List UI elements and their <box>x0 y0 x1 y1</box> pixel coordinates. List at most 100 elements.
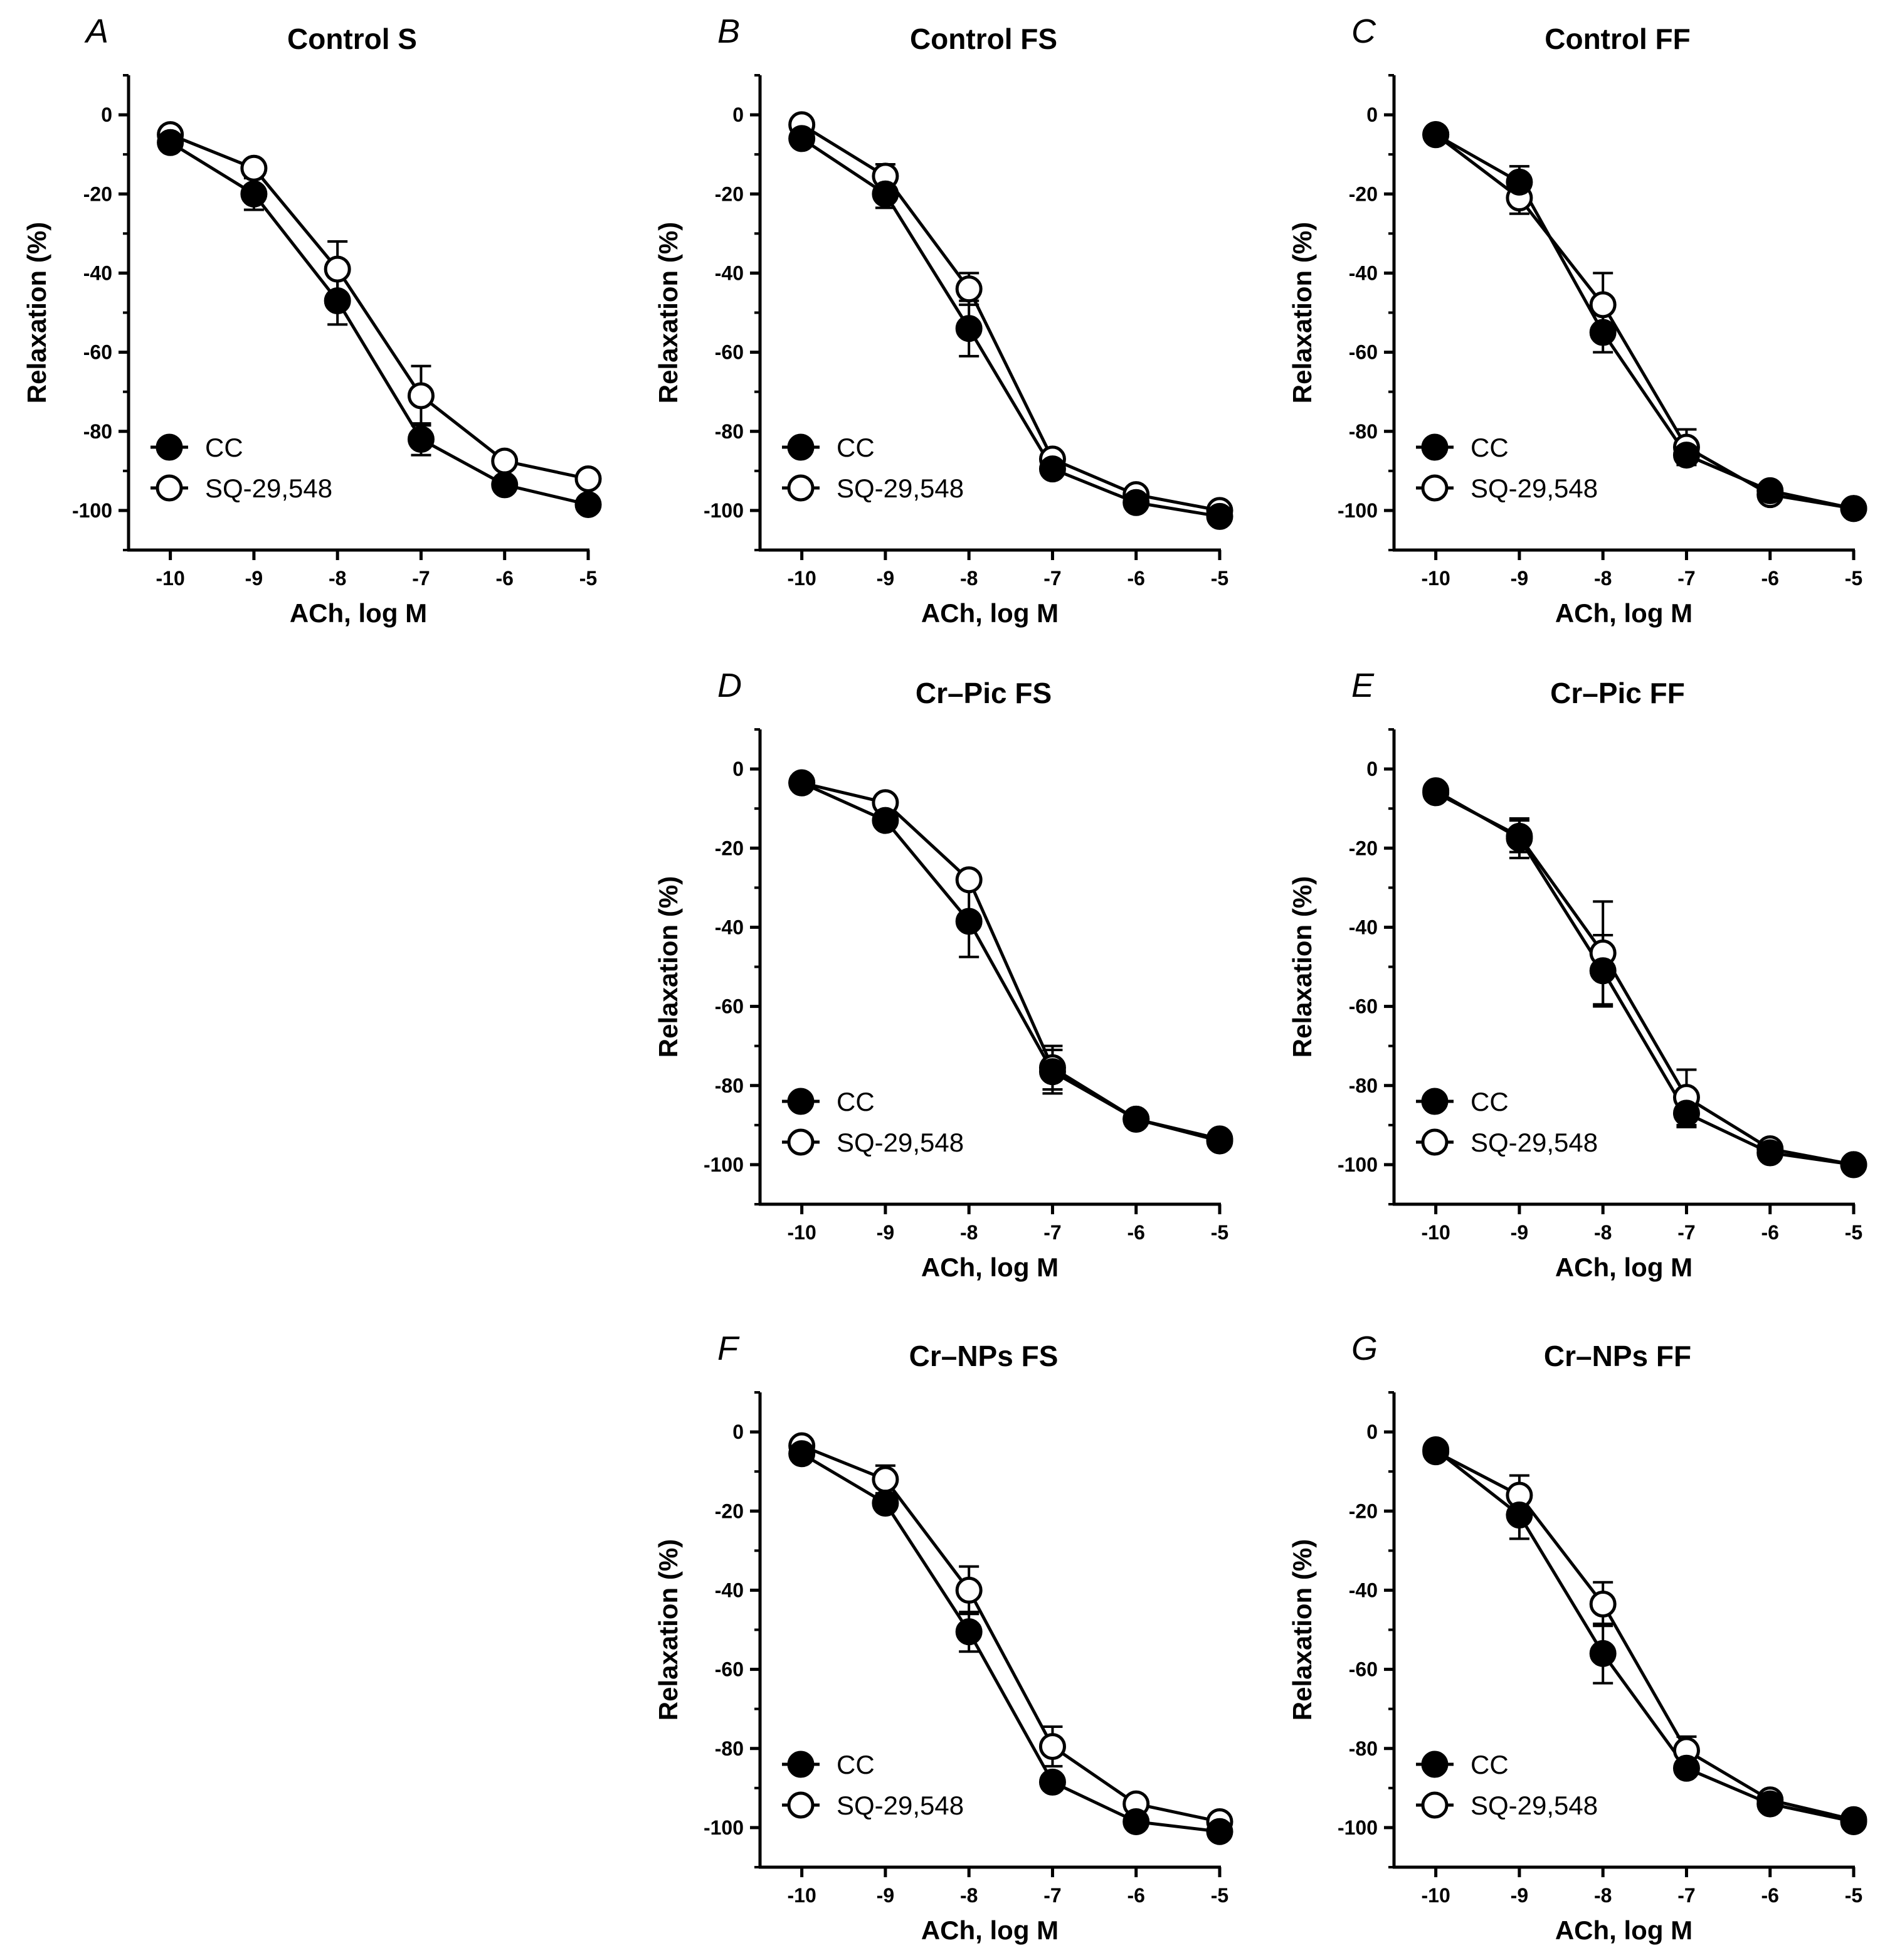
x-axis-label: ACh, log M <box>921 1253 1059 1282</box>
data-point <box>955 1576 983 1604</box>
legend-marker <box>787 1128 815 1156</box>
data-point <box>1206 1127 1233 1155</box>
data-point <box>1672 1099 1700 1127</box>
y-tick-label: -20 <box>715 1500 744 1522</box>
legend-label: CC <box>1471 1750 1509 1779</box>
x-tick-label: -10 <box>788 1221 816 1244</box>
x-tick-label: -5 <box>1211 1221 1228 1244</box>
panel-letter: C <box>1351 13 1376 50</box>
y-tick-label: -60 <box>715 1658 744 1681</box>
series-line <box>801 1452 1220 1833</box>
data-point <box>872 1466 899 1493</box>
y-tick-label: -100 <box>72 499 112 522</box>
data-point <box>407 382 435 410</box>
legend-marker <box>156 474 183 502</box>
data-point <box>1840 1808 1867 1835</box>
x-tick-label: -7 <box>1043 1221 1061 1244</box>
y-tick-label: -60 <box>1349 995 1378 1018</box>
series-line <box>801 781 1220 1141</box>
x-tick-label: -7 <box>1043 1884 1061 1907</box>
x-tick-label: -10 <box>1422 567 1450 590</box>
series-line <box>169 133 589 480</box>
series-line <box>1435 133 1854 511</box>
y-tick-label: -80 <box>1349 1737 1378 1760</box>
data-point <box>1038 1058 1066 1086</box>
data-point <box>1756 477 1784 504</box>
legend-marker <box>1421 1088 1449 1115</box>
y-tick-label: 0 <box>732 758 744 780</box>
y-tick-label: -40 <box>715 1579 744 1601</box>
data-point <box>788 769 816 797</box>
data-point <box>240 154 268 182</box>
panel-title: Control FF <box>1545 23 1691 55</box>
legend-label: CC <box>1471 1087 1509 1116</box>
legend-marker <box>787 433 815 461</box>
y-axis-label: Relaxation (%) <box>653 222 683 403</box>
x-tick-label: -5 <box>1211 567 1228 590</box>
y-tick-label: -100 <box>704 1153 744 1176</box>
data-point <box>955 908 983 935</box>
y-tick-label: -20 <box>715 837 744 859</box>
y-tick-label: -100 <box>704 499 744 522</box>
panel-title: Cr–Pic FF <box>1550 677 1685 709</box>
data-point <box>1589 291 1617 319</box>
x-tick-label: -10 <box>1422 1221 1450 1244</box>
y-tick-label: 0 <box>1366 758 1378 780</box>
data-point <box>1589 957 1617 985</box>
data-point <box>407 425 435 453</box>
legend-label: SQ-29,548 <box>1471 1791 1598 1820</box>
x-tick-label: -8 <box>1594 1221 1612 1244</box>
legend-label: CC <box>837 1750 875 1779</box>
y-tick-label: -20 <box>83 183 112 205</box>
data-point <box>872 1490 899 1517</box>
x-tick-label: -8 <box>960 1221 978 1244</box>
y-tick-label: -20 <box>1349 1500 1378 1522</box>
x-tick-label: -10 <box>788 1884 816 1907</box>
data-point <box>324 287 351 315</box>
data-point <box>1038 1733 1066 1761</box>
x-tick-label: -10 <box>788 567 816 590</box>
data-point <box>955 866 983 894</box>
x-tick-label: -8 <box>960 567 978 590</box>
y-tick-label: -80 <box>1349 420 1378 443</box>
series-line <box>801 137 1220 518</box>
x-tick-label: -5 <box>1211 1884 1228 1907</box>
legend-label: SQ-29,548 <box>1471 474 1598 503</box>
x-tick-label: -10 <box>1422 1884 1450 1907</box>
series-line <box>801 1444 1220 1823</box>
panel-letter: B <box>717 13 740 50</box>
panel-g: G Cr–NPs FF 0 -20 -40 -60 -80 -100 -10 -9 -8 -7 -6 -5… <box>1287 1330 1867 1945</box>
panel-letter: F <box>717 1330 740 1367</box>
series-line <box>801 781 1220 1143</box>
y-tick-label: -80 <box>715 420 744 443</box>
y-tick-label: -60 <box>1349 1658 1378 1681</box>
y-axis-label: Relaxation (%) <box>653 876 683 1057</box>
panel-c: C Control FF 0 -20 -40 -60 -80 -100 -10 -9 -8 -7 -6 -… <box>1287 13 1867 628</box>
y-tick-label: 0 <box>732 1421 744 1443</box>
y-tick-label: -40 <box>715 262 744 284</box>
x-tick-label: -9 <box>1511 1221 1528 1244</box>
x-tick-label: -6 <box>1127 567 1145 590</box>
y-axis-label: Relaxation (%) <box>1287 222 1317 403</box>
x-tick-label: -8 <box>1594 567 1612 590</box>
data-point <box>574 490 602 518</box>
y-tick-label: -100 <box>1338 499 1378 522</box>
data-point <box>1206 1818 1233 1845</box>
panel-d: D Cr–Pic FS 0 -20 -40 -60 -80 -100 -10 -9 -8 -7 -6 -5… <box>653 667 1233 1282</box>
data-point <box>1506 824 1533 852</box>
legend-label: SQ-29,548 <box>837 1791 964 1820</box>
data-point <box>1589 1640 1617 1667</box>
data-point <box>240 180 268 208</box>
y-tick-label: -20 <box>715 183 744 205</box>
legend-label: CC <box>205 433 243 462</box>
panel-title: Control FS <box>910 23 1057 55</box>
series-sq-29548 <box>169 133 589 480</box>
data-point <box>872 180 899 208</box>
legend-marker <box>787 1751 815 1778</box>
legend-label: CC <box>1471 433 1509 462</box>
x-tick-label: -7 <box>1677 1221 1695 1244</box>
x-tick-label: -7 <box>1677 567 1695 590</box>
panel-title: Cr–Pic FS <box>916 677 1052 709</box>
data-point <box>491 471 519 499</box>
data-point <box>1840 1151 1867 1179</box>
